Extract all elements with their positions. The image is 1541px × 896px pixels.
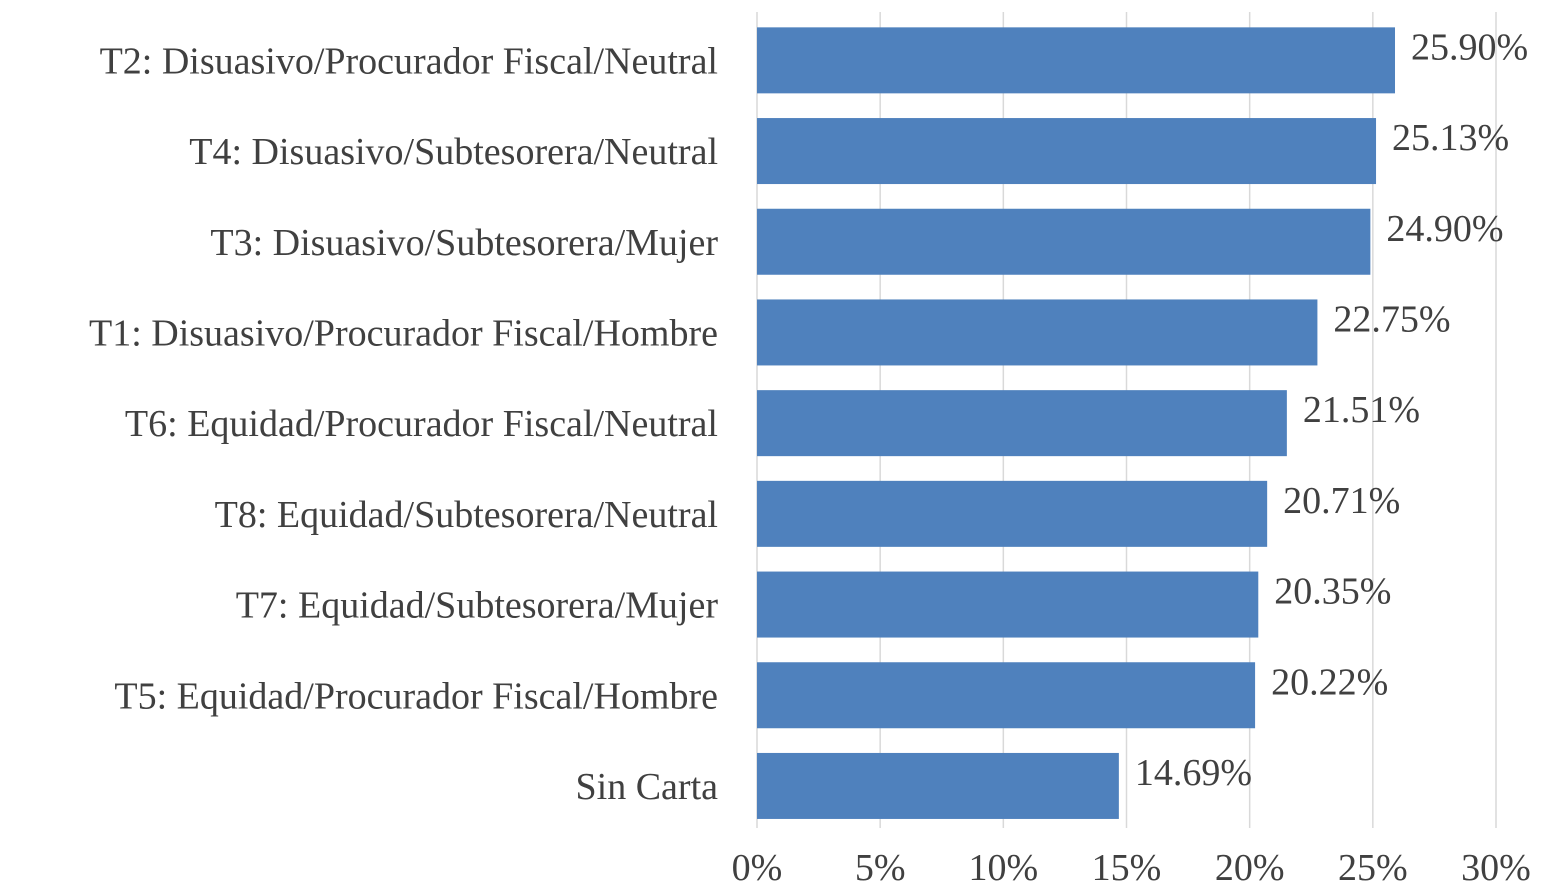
x-tick-label: 5% — [855, 847, 906, 889]
data-label: 20.35% — [1274, 571, 1391, 613]
category-label: T1: Disuasivo/Procurador Fiscal/Hombre — [89, 312, 718, 354]
bar — [757, 390, 1287, 457]
data-label: 14.69% — [1135, 752, 1252, 794]
data-label: 22.75% — [1333, 298, 1450, 340]
category-labels: T2: Disuasivo/Procurador Fiscal/Neutral T… — [89, 40, 718, 808]
category-label: T2: Disuasivo/Procurador Fiscal/Neutral — [100, 40, 718, 82]
data-label: 25.13% — [1392, 117, 1509, 159]
category-label: T5: Equidad/Procurador Fiscal/Hombre — [114, 675, 718, 717]
bar — [757, 27, 1396, 94]
bar — [757, 571, 1259, 638]
data-label: 21.51% — [1303, 389, 1420, 431]
data-labels: 25.90% 25.13% 24.90% 22.75% 21.51% 20.71% 20.3… — [1135, 26, 1528, 794]
x-tick-label: 20% — [1215, 847, 1285, 889]
bar — [757, 299, 1318, 366]
category-label: T6: Equidad/Procurador Fiscal/Neutral — [125, 403, 718, 445]
data-label: 20.22% — [1271, 661, 1388, 703]
x-tick-label: 25% — [1338, 847, 1408, 889]
category-label: Sin Carta — [576, 766, 719, 808]
data-label: 24.90% — [1386, 208, 1503, 250]
x-tick-label: 0% — [732, 847, 783, 889]
x-axis-tick-labels: 0% 5% 10% 15% 20% 25% 30% — [732, 847, 1531, 889]
category-label: T7: Equidad/Subtesorera/Mujer — [236, 585, 719, 627]
bar — [757, 208, 1371, 275]
category-label: T4: Disuasivo/Subtesorera/Neutral — [189, 131, 718, 173]
data-label: 25.90% — [1411, 26, 1528, 68]
bar — [757, 480, 1268, 547]
bar — [757, 662, 1256, 729]
data-label: 20.71% — [1283, 480, 1400, 522]
x-tick-label: 30% — [1461, 847, 1531, 889]
category-label: T8: Equidad/Subtesorera/Neutral — [215, 494, 718, 536]
bar — [757, 752, 1119, 819]
category-label: T3: Disuasivo/Subtesorera/Mujer — [210, 222, 718, 264]
x-tick-label: 15% — [1092, 847, 1162, 889]
bars — [757, 27, 1396, 819]
x-tick-label: 10% — [969, 847, 1039, 889]
bar — [757, 118, 1377, 185]
